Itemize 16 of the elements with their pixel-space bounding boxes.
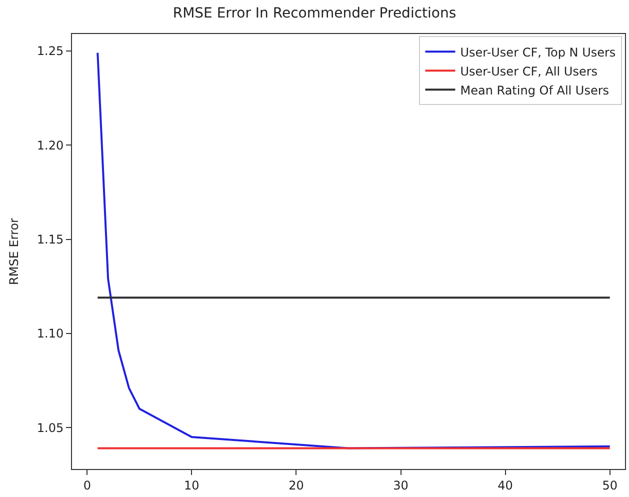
legend-label: User-User CF, All Users [460, 64, 598, 78]
y-tick-label: 1.05 [36, 420, 64, 435]
y-tick-label: 1.25 [36, 44, 64, 58]
x-tick-label: 10 [184, 478, 200, 492]
y-tick-label: 1.20 [36, 138, 64, 152]
x-tick-label: 0 [83, 478, 91, 492]
x-tick-label: 20 [288, 478, 304, 492]
y-axis-title: RMSE Error [7, 218, 22, 285]
y-tick-label: 1.10 [36, 326, 64, 341]
x-tick-label: 40 [498, 478, 513, 492]
legend-label: Mean Rating Of All Users [460, 83, 610, 98]
x-tick-label: 50 [602, 478, 618, 492]
legend-label: User-User CF, Top N Users [460, 45, 616, 60]
chart-title: RMSE Error In Recommender Predictions [172, 5, 456, 22]
x-tick-label: 30 [393, 478, 408, 492]
y-tick-label: 1.15 [36, 232, 64, 246]
